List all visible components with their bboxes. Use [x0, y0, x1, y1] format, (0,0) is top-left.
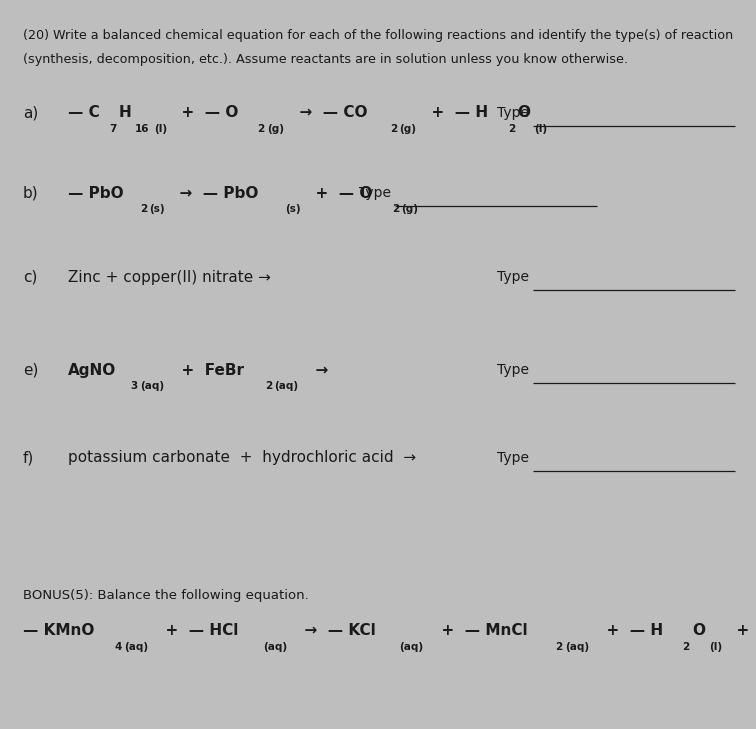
Text: →: → [305, 363, 329, 378]
Text: — PbO: — PbO [68, 186, 124, 200]
Text: →  — CO: → — CO [289, 106, 367, 120]
Text: (s): (s) [285, 204, 300, 214]
Text: — C: — C [68, 106, 100, 120]
Text: (l): (l) [708, 642, 722, 652]
Text: (20) Write a balanced chemical equation for each of the following reactions and : (20) Write a balanced chemical equation … [23, 29, 733, 42]
Text: →  — PbO: → — PbO [169, 186, 259, 200]
Text: (g): (g) [267, 124, 284, 134]
Text: b): b) [23, 186, 39, 200]
Text: +  — HCl: + — HCl [156, 623, 239, 638]
Text: 16: 16 [135, 124, 150, 134]
Text: 7: 7 [109, 124, 116, 134]
Text: potassium carbonate  +  hydrochloric acid  →: potassium carbonate + hydrochloric acid … [68, 451, 416, 465]
Text: Type: Type [359, 186, 391, 200]
Text: 4: 4 [115, 642, 122, 652]
Text: (l): (l) [153, 124, 167, 134]
Text: BONUS(5): Balance the following equation.: BONUS(5): Balance the following equation… [23, 589, 308, 602]
Text: +  — H: + — H [596, 623, 663, 638]
Text: Type: Type [497, 106, 528, 120]
Text: — KMnO: — KMnO [23, 623, 94, 638]
Text: 2: 2 [392, 204, 399, 214]
Text: H: H [119, 106, 132, 120]
Text: 2: 2 [556, 642, 562, 652]
Text: O: O [517, 106, 531, 120]
Text: c): c) [23, 270, 37, 284]
Text: f): f) [23, 451, 34, 465]
Text: 2: 2 [508, 124, 516, 134]
Text: (aq): (aq) [263, 642, 287, 652]
Text: 2: 2 [258, 124, 265, 134]
Text: 2: 2 [265, 381, 272, 391]
Text: Type: Type [497, 363, 528, 378]
Text: Type: Type [497, 270, 528, 284]
Text: (aq): (aq) [124, 642, 148, 652]
Text: 2: 2 [390, 124, 398, 134]
Text: +  FeBr: + FeBr [171, 363, 243, 378]
Text: 3: 3 [130, 381, 138, 391]
Text: +  — O: + — O [305, 186, 372, 200]
Text: (aq): (aq) [400, 642, 424, 652]
Text: a): a) [23, 106, 38, 120]
Text: +  — H: + — H [421, 106, 488, 120]
Text: (synthesis, decomposition, etc.). Assume reactants are in solution unless you kn: (synthesis, decomposition, etc.). Assume… [23, 53, 627, 66]
Text: (aq): (aq) [274, 381, 299, 391]
Text: e): e) [23, 363, 38, 378]
Text: +  — Cl: + — Cl [726, 623, 756, 638]
Text: 2: 2 [140, 204, 147, 214]
Text: (aq): (aq) [565, 642, 589, 652]
Text: +  — O: + — O [171, 106, 238, 120]
Text: (g): (g) [399, 124, 417, 134]
Text: (l): (l) [534, 124, 547, 134]
Text: O: O [692, 623, 705, 638]
Text: →  — KCl: → — KCl [294, 623, 376, 638]
Text: Zinc + copper(II) nitrate →: Zinc + copper(II) nitrate → [68, 270, 271, 284]
Text: (s): (s) [149, 204, 165, 214]
Text: AgNO: AgNO [68, 363, 116, 378]
Text: 2: 2 [683, 642, 689, 652]
Text: +  — MnCl: + — MnCl [431, 623, 528, 638]
Text: (g): (g) [401, 204, 418, 214]
Text: Type: Type [497, 451, 528, 465]
Text: (aq): (aq) [140, 381, 164, 391]
